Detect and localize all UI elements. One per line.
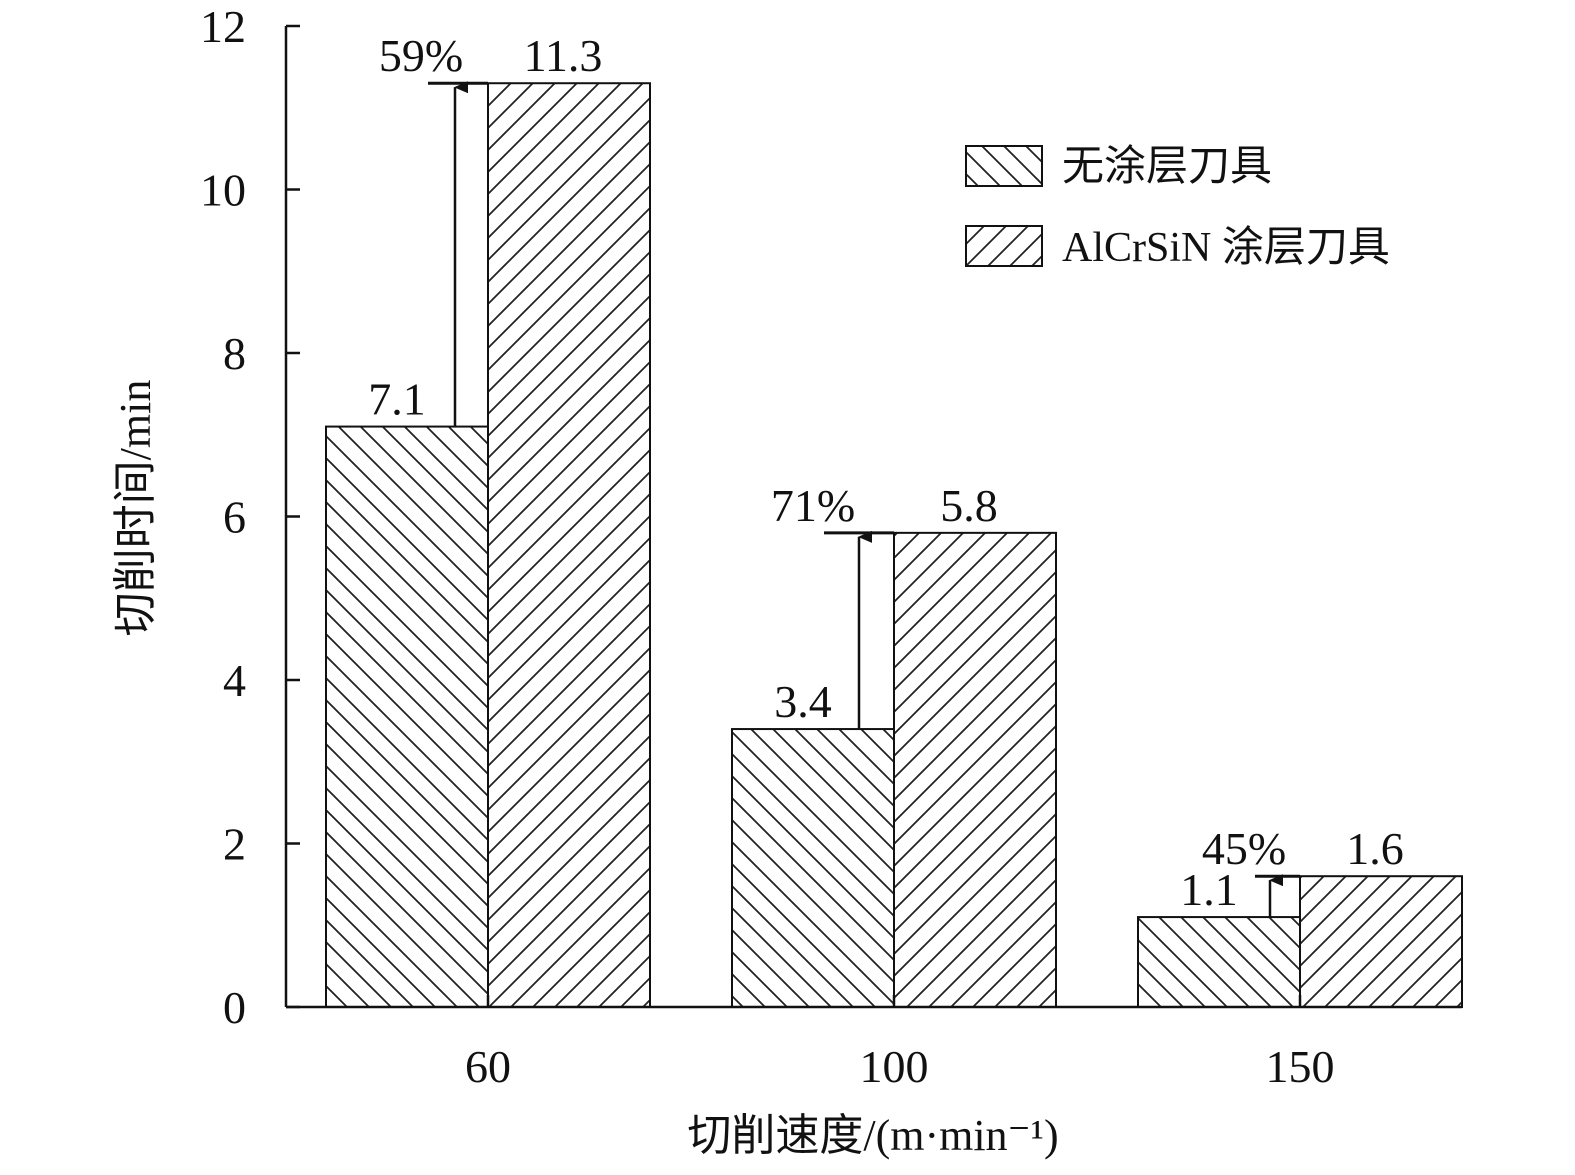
- bar-uncoated-100: [731, 728, 895, 1008]
- y-tick-label-2: 2: [223, 819, 246, 870]
- axes: 0 2 4 6 8 10 12 60 100 150: [200, 1, 1462, 1092]
- legend-label-uncoated: 无涂层刀具: [1062, 143, 1272, 190]
- data-label-coated-60: 11.3: [524, 30, 603, 81]
- y-tick-label-6: 6: [223, 492, 246, 543]
- x-axis-title: 切削速度/(m·min⁻¹): [687, 1111, 1058, 1160]
- y-tick-label-8: 8: [223, 328, 246, 379]
- x-tick-label-150: 150: [1266, 1041, 1335, 1092]
- y-tick-label-4: 4: [223, 655, 246, 706]
- y-tick-label-10: 10: [200, 165, 246, 216]
- x-tick-label-100: 100: [860, 1041, 929, 1092]
- y-tick-label-12: 12: [200, 1, 246, 52]
- bars: [325, 82, 1463, 1009]
- bar-coated-150: [1299, 875, 1463, 1009]
- improvement-label-60: 59%: [379, 30, 463, 81]
- bar-uncoated-60: [325, 425, 489, 1008]
- improvement-label-100: 71%: [771, 480, 855, 531]
- x-tick-label-60: 60: [465, 1041, 511, 1092]
- legend-swatch-coated: [965, 225, 1043, 267]
- data-label-uncoated-150: 1.1: [1180, 864, 1238, 915]
- bar-uncoated-150: [1137, 916, 1301, 1009]
- bar-coated-100: [893, 531, 1057, 1008]
- improvement-label-150: 45%: [1202, 823, 1286, 874]
- legend-label-coated: AlCrSiN 涂层刀具: [1062, 224, 1390, 271]
- data-label-uncoated-100: 3.4: [774, 676, 832, 727]
- legend: 无涂层刀具 AlCrSiN 涂层刀具: [965, 143, 1390, 271]
- y-tick-label-0: 0: [223, 982, 246, 1033]
- data-label-uncoated-60: 7.1: [368, 374, 426, 425]
- legend-swatch-uncoated: [965, 145, 1043, 187]
- annotations: 7.1 11.3 59% 3.4 5.8 71% 1.1 1.6 45%: [368, 30, 1404, 918]
- data-label-coated-150: 1.6: [1346, 823, 1404, 874]
- data-label-coated-100: 5.8: [940, 480, 998, 531]
- y-axis-title: 切削时间/min: [111, 380, 160, 637]
- bar-coated-60: [487, 82, 651, 1009]
